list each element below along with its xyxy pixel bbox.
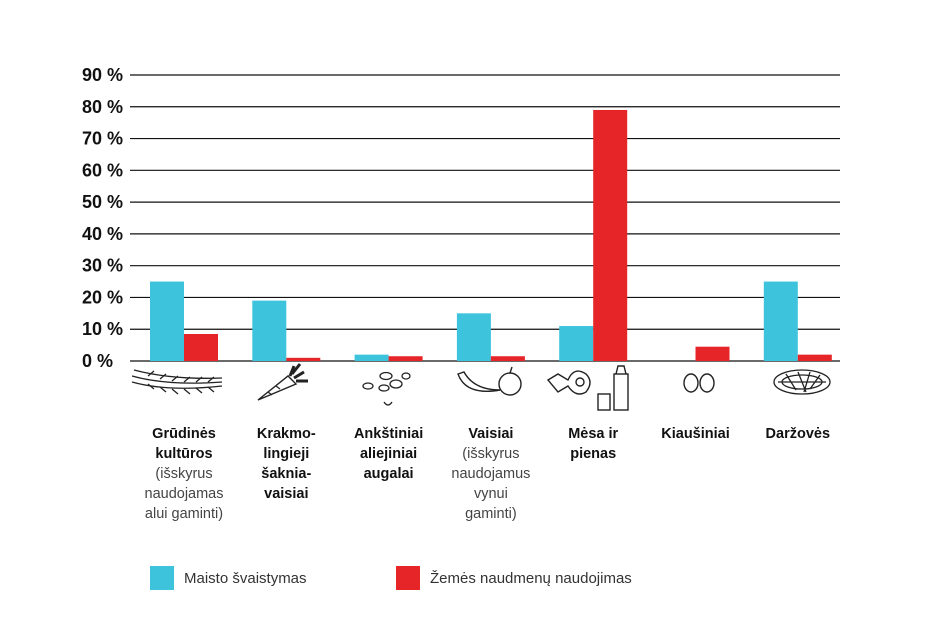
category-note-line: (išskyrus <box>155 466 213 482</box>
category-name-line: augalai <box>363 466 414 482</box>
category-name-line: vaisiai <box>264 486 309 502</box>
y-tick-label: 90 % <box>82 65 123 85</box>
category-note-line: naudojamus <box>451 466 531 482</box>
y-tick-label: 0 % <box>82 351 113 371</box>
y-tick-label: 40 % <box>82 224 123 244</box>
category-label: Daržovės <box>743 424 853 444</box>
legend-item-land-use: Žemės naudmenų naudojimas <box>396 566 632 590</box>
y-tick-label: 60 % <box>82 160 123 180</box>
bar-food-waste <box>252 300 287 361</box>
bar-food-waste <box>456 313 491 361</box>
category-name-line: aliejiniai <box>359 446 418 462</box>
y-tick-label: 10 % <box>82 319 123 339</box>
category-name-line: Daržovės <box>765 426 831 442</box>
bar-food-waste <box>763 281 798 361</box>
beans-icon <box>362 371 411 406</box>
vegetables-icon <box>773 369 831 395</box>
y-tick-label: 80 % <box>82 97 123 117</box>
carrot-icon <box>257 363 308 401</box>
bar-land-use <box>184 333 218 361</box>
category-label: Kiaušiniai <box>641 424 751 444</box>
bar-land-use <box>490 356 525 361</box>
category-name-line: Kiaušiniai <box>661 426 730 442</box>
eggs-icon <box>683 373 715 393</box>
category-name-line: pienas <box>570 446 617 462</box>
category-name-line: lingieji <box>263 446 310 462</box>
category-note-line: naudojamas <box>144 486 224 502</box>
banana-apple-icon <box>457 366 522 396</box>
category-name-line: Grūdinės <box>152 426 216 442</box>
category-label: Vaisiai (išskyrus naudojamus vynui gaminti) <box>436 424 546 524</box>
y-tick-label: 30 % <box>82 256 123 276</box>
category-note-line: alui gaminti) <box>144 506 224 522</box>
bar-food-waste <box>559 326 594 361</box>
bar-land-use <box>388 356 423 361</box>
category-note-line: (išskyrus <box>462 446 520 462</box>
bar-land-use <box>593 109 628 361</box>
category-label: Ankštiniai aliejiniai augalai <box>334 424 444 484</box>
category-name-line: Ankštiniai <box>353 426 424 442</box>
category-name-line: Krakmo- <box>256 426 316 442</box>
meat-milk-icon <box>546 365 629 411</box>
y-tick-label: 20 % <box>82 287 123 307</box>
legend-label-food-waste: Maisto švaistymas <box>184 569 307 587</box>
bar-land-use <box>695 346 730 361</box>
category-note-line: vynui <box>473 486 508 502</box>
legend-item-food-waste: Maisto švaistymas <box>150 566 307 590</box>
legend-swatch-land-use <box>396 566 420 590</box>
wheat-icon <box>131 369 223 395</box>
legend-swatch-food-waste <box>150 566 174 590</box>
category-name-line: Vaisiai <box>468 426 514 442</box>
bar-land-use <box>286 357 321 361</box>
y-tick-label: 50 % <box>82 192 123 212</box>
chart-canvas: 0 % 10 % 20 % 30 % 40 % 50 % 60 % 70 % 80 % 90 % <box>82 65 840 371</box>
category-note-line: gaminti) <box>465 506 517 522</box>
category-label: Mėsa ir pienas <box>538 424 648 464</box>
bar-food-waste <box>354 354 389 361</box>
legend-label-land-use: Žemės naudmenų naudojimas <box>430 569 632 587</box>
category-label: Grūdinės kultūros (išskyrus naudojamas alui … <box>129 424 239 524</box>
category-name-line: Mėsa ir <box>568 426 619 442</box>
bar-food-waste <box>150 281 184 361</box>
category-name-line: kultūros <box>155 446 213 462</box>
y-tick-label: 70 % <box>82 129 123 149</box>
category-label: Krakmo-lingieji šaknia-vaisiai <box>231 424 341 504</box>
category-name-line: šaknia- <box>261 466 312 482</box>
bar-land-use <box>797 354 832 361</box>
